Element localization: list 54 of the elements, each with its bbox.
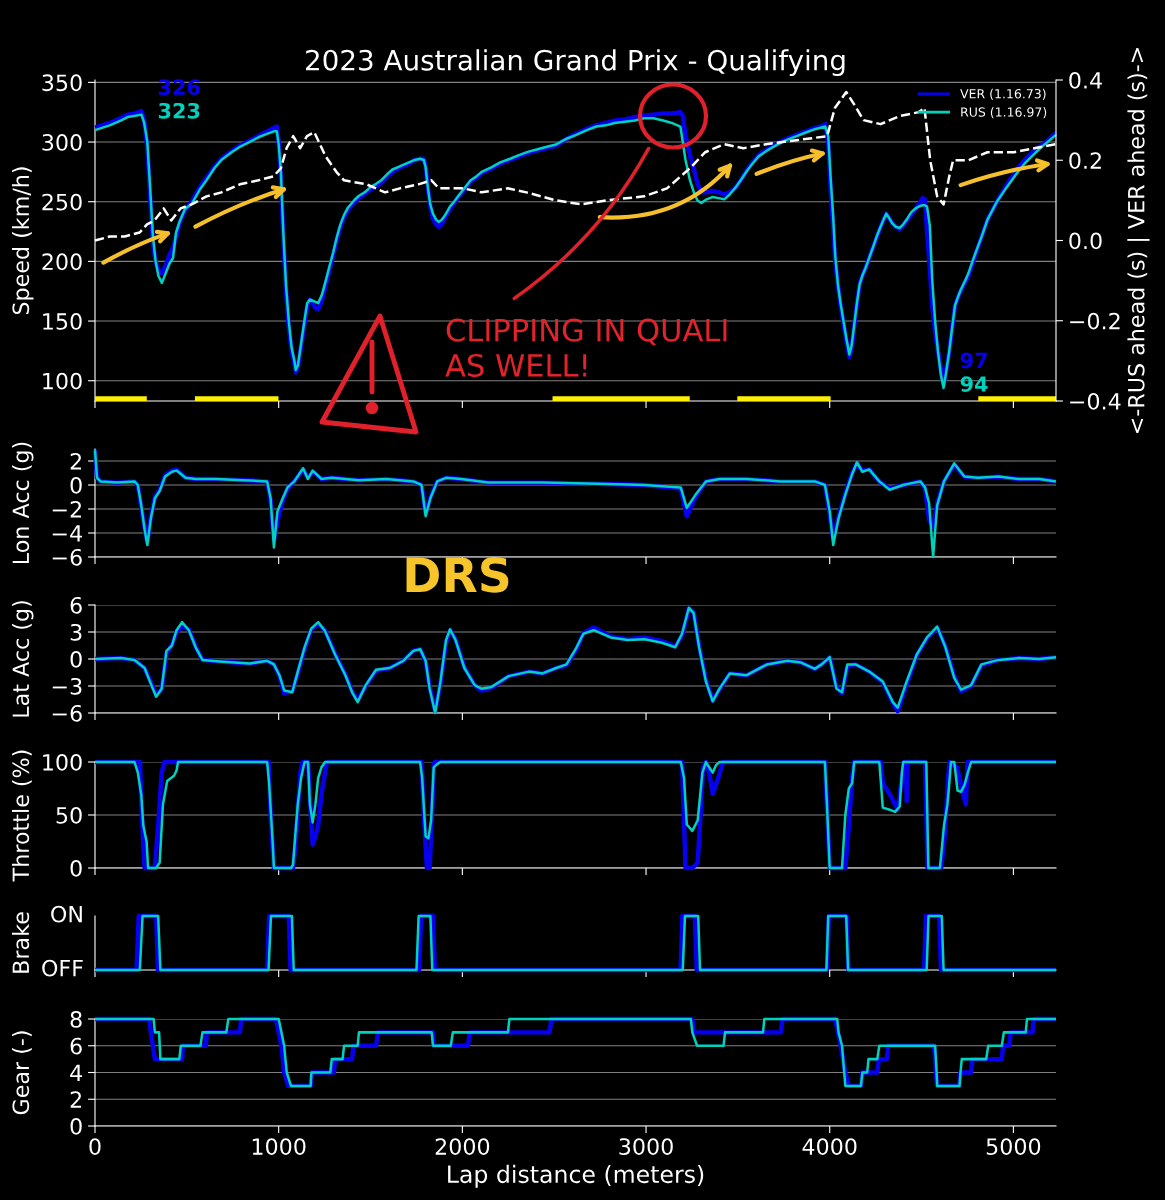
x-tick-label: 3000	[619, 1138, 673, 1156]
y-tick-label: −2	[52, 500, 81, 518]
y2-tick-label: −0.2	[1070, 312, 1120, 330]
y-tick-label: −6	[52, 548, 82, 566]
y-tick-label: 4	[70, 1064, 82, 1081]
x-tick-label: 4000	[802, 1138, 857, 1156]
x-axis-title: Lap distance (meters)	[448, 1164, 704, 1188]
x-tick-label: 2000	[435, 1138, 490, 1156]
y-tick-label: −6	[52, 704, 82, 722]
legend-label: VER (1.16.73)	[960, 88, 1046, 100]
x-tick-label: 1000	[252, 1138, 306, 1156]
y-tick-label: 3	[70, 623, 82, 641]
y-tick-label: 6	[70, 1037, 82, 1055]
annotation: CLIPPING IN QUALI AS WELL!	[445, 318, 727, 378]
data-label: 323	[158, 102, 200, 119]
x-tick-label: 0	[89, 1138, 101, 1156]
y-tick-label: −4	[52, 525, 82, 542]
y-tick-label: 100	[43, 372, 82, 390]
annotation: DRS	[406, 556, 509, 593]
y2-tick-label: 0.2	[1069, 152, 1101, 170]
y-axis-title: Speed (km/h)	[11, 167, 34, 315]
legend-label: RUS (1.16.97)	[961, 107, 1047, 119]
y-tick-label: 350	[42, 74, 82, 92]
data-label: 94	[960, 376, 988, 392]
x-tick-label: 5000	[986, 1138, 1041, 1156]
y-axis-title: Lon Acc (g)	[12, 442, 34, 564]
y-tick-label: 250	[42, 193, 82, 211]
y-tick-label: 8	[70, 1010, 82, 1028]
y-tick-label: 0	[70, 1117, 82, 1135]
y-tick-label: 0	[70, 650, 82, 668]
data-label: 326	[158, 79, 200, 96]
y-axis-title: Brake	[11, 912, 30, 973]
y2-tick-label: 0.4	[1069, 71, 1102, 89]
y-tick-label: 200	[42, 253, 82, 271]
y-tick-label: 0	[70, 476, 82, 494]
text: OFF	[42, 959, 83, 977]
chart-title: 2023 Australian Grand Prix - Qualifying	[306, 49, 845, 77]
y-axis-title: Gear (-)	[12, 1031, 32, 1115]
y-tick-label: 150	[43, 313, 82, 330]
y-tick-label: 0	[70, 859, 82, 877]
y-tick-label: 300	[42, 134, 82, 151]
y-tick-label: 100	[43, 753, 82, 771]
y-axis-title: Throttle (%)	[11, 750, 32, 882]
y2-tick-label: −0.4	[1070, 392, 1121, 410]
y2-axis-title: <-RUS ahead (s) | VER ahead (s)->	[1127, 48, 1150, 433]
y-axis-title: Lat Acc (g)	[12, 601, 34, 717]
y-tick-label: 50	[56, 806, 82, 824]
y-tick-label: 6	[70, 596, 82, 614]
data-label: 97	[960, 352, 987, 369]
y-tick-label: −3	[52, 677, 82, 695]
y2-tick-label: 0.0	[1069, 232, 1102, 250]
y-tick-label: 2	[70, 1091, 81, 1108]
y-tick-label: 2	[70, 452, 81, 470]
text: ON	[51, 905, 82, 923]
